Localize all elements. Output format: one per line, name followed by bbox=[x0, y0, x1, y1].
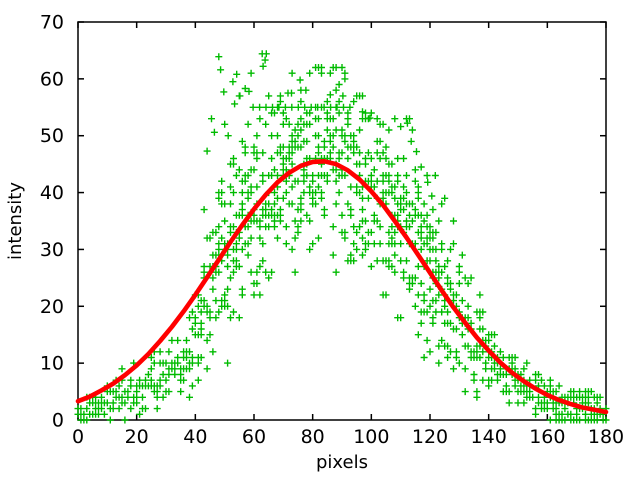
x-tick-label: 180 bbox=[588, 426, 624, 448]
y-tick-label: 40 bbox=[40, 182, 64, 204]
x-tick-label: 60 bbox=[242, 426, 266, 448]
x-tick-label: 120 bbox=[412, 426, 448, 448]
y-tick-label: 0 bbox=[52, 410, 64, 432]
x-tick-label: 140 bbox=[471, 426, 507, 448]
x-axis-title: pixels bbox=[316, 452, 368, 473]
y-tick-label: 50 bbox=[40, 125, 64, 147]
scatter-series-markers bbox=[74, 50, 610, 424]
y-tick-label: 20 bbox=[40, 296, 64, 318]
y-tick-label: 60 bbox=[40, 68, 64, 90]
y-tick-label: 10 bbox=[40, 353, 64, 375]
fit-curve bbox=[75, 159, 609, 415]
y-tick-label: 30 bbox=[40, 239, 64, 261]
x-tick-label: 160 bbox=[529, 426, 565, 448]
x-tick-label: 20 bbox=[125, 426, 149, 448]
y-axis-title: intensity bbox=[5, 182, 26, 260]
x-tick-label: 80 bbox=[301, 426, 325, 448]
x-tick-label: 0 bbox=[72, 426, 84, 448]
x-tick-label: 40 bbox=[183, 426, 207, 448]
x-tick-label: 100 bbox=[353, 426, 389, 448]
plot-border bbox=[77, 21, 607, 421]
y-tick-label: 70 bbox=[40, 12, 64, 34]
plot-area: 0 20 40 60 80 100 120 140 160 180 0 10 20 30 40 50 60 70 bbox=[40, 12, 624, 449]
